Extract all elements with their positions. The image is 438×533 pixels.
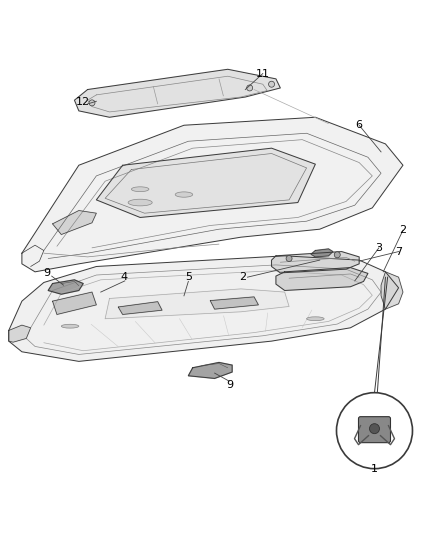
Circle shape bbox=[89, 100, 95, 106]
Polygon shape bbox=[96, 148, 315, 217]
Text: 6: 6 bbox=[356, 120, 363, 130]
Polygon shape bbox=[74, 69, 280, 117]
Polygon shape bbox=[272, 252, 359, 273]
Text: 5: 5 bbox=[185, 272, 192, 282]
Polygon shape bbox=[105, 289, 289, 319]
Ellipse shape bbox=[131, 187, 149, 192]
Text: 9: 9 bbox=[44, 268, 51, 278]
Polygon shape bbox=[22, 117, 403, 272]
Polygon shape bbox=[9, 256, 399, 361]
Text: 9: 9 bbox=[226, 380, 233, 390]
Circle shape bbox=[370, 424, 379, 434]
Text: 12: 12 bbox=[76, 98, 90, 107]
Ellipse shape bbox=[61, 324, 79, 328]
Polygon shape bbox=[48, 280, 83, 294]
Circle shape bbox=[268, 81, 275, 87]
Ellipse shape bbox=[128, 199, 152, 206]
Polygon shape bbox=[53, 292, 96, 314]
Polygon shape bbox=[9, 325, 31, 342]
Polygon shape bbox=[210, 297, 258, 309]
Circle shape bbox=[247, 85, 253, 91]
Text: 4: 4 bbox=[120, 272, 127, 282]
Polygon shape bbox=[118, 302, 162, 314]
Text: 3: 3 bbox=[375, 243, 382, 253]
Polygon shape bbox=[53, 211, 96, 235]
Text: 2: 2 bbox=[399, 225, 406, 235]
Circle shape bbox=[286, 255, 292, 262]
Text: 1: 1 bbox=[371, 464, 378, 474]
Text: 11: 11 bbox=[256, 69, 270, 78]
Ellipse shape bbox=[175, 192, 193, 197]
Polygon shape bbox=[381, 272, 403, 309]
FancyBboxPatch shape bbox=[358, 417, 391, 443]
Ellipse shape bbox=[307, 317, 324, 321]
Circle shape bbox=[336, 393, 413, 469]
Circle shape bbox=[334, 252, 340, 258]
Text: 2: 2 bbox=[240, 272, 247, 282]
Polygon shape bbox=[188, 362, 232, 378]
Polygon shape bbox=[311, 249, 333, 257]
Polygon shape bbox=[276, 268, 368, 290]
Text: 7: 7 bbox=[395, 247, 402, 256]
